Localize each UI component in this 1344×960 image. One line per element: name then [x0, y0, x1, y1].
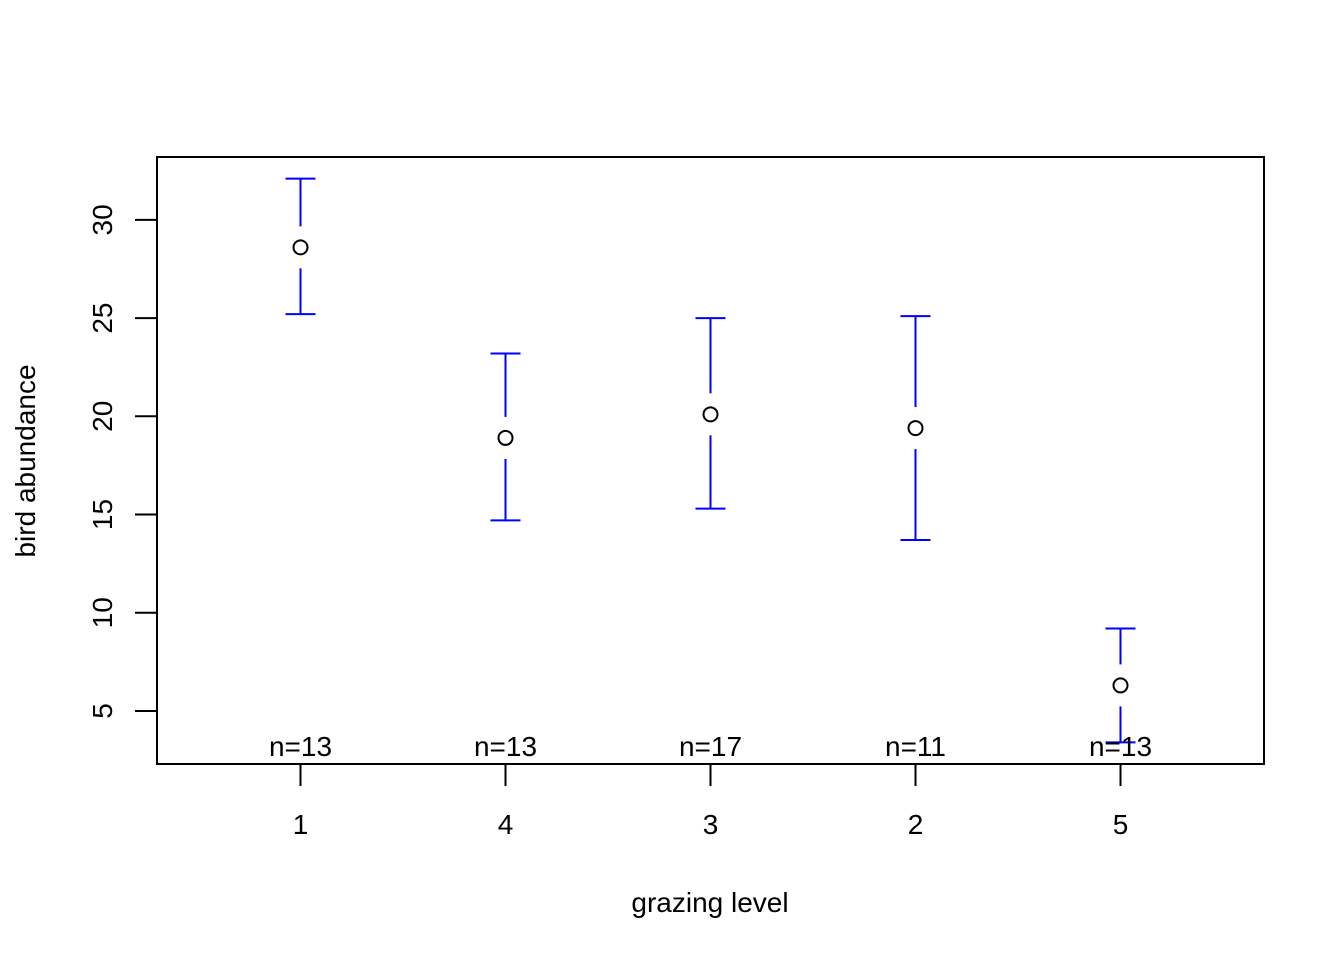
mean-point	[702, 406, 719, 423]
n-label: n=13	[269, 731, 332, 762]
x-tick-label: 1	[293, 809, 309, 840]
error-bars	[285, 177, 1136, 744]
mean-point	[497, 429, 514, 446]
y-axis: 5 10 15 20 25 30	[87, 204, 157, 719]
y-tick-label: 15	[87, 499, 118, 530]
n-label: n=17	[679, 731, 742, 762]
y-axis-title: bird abundance	[10, 364, 41, 557]
x-tick-label: 3	[703, 809, 719, 840]
x-tick-label: 2	[908, 809, 924, 840]
x-tick-label: 5	[1113, 809, 1129, 840]
x-tick-label: 4	[498, 809, 514, 840]
n-label: n=11	[885, 731, 946, 762]
y-tick-label: 10	[87, 597, 118, 628]
mean-point	[292, 239, 309, 256]
mean-point	[1112, 677, 1129, 694]
mean-point	[907, 420, 924, 437]
mean-points	[292, 239, 1129, 694]
y-tick-label: 20	[87, 401, 118, 432]
x-axis-title: grazing level	[631, 887, 788, 918]
sample-size-labels: n=13 n=13 n=17 n=11 n=13	[269, 731, 1152, 762]
y-tick-label: 30	[87, 204, 118, 235]
x-axis: 1 4 3 2 5	[293, 764, 1129, 840]
y-tick-label: 5	[87, 703, 118, 719]
n-label: n=13	[1089, 731, 1152, 762]
n-label: n=13	[474, 731, 537, 762]
y-tick-label: 25	[87, 303, 118, 334]
